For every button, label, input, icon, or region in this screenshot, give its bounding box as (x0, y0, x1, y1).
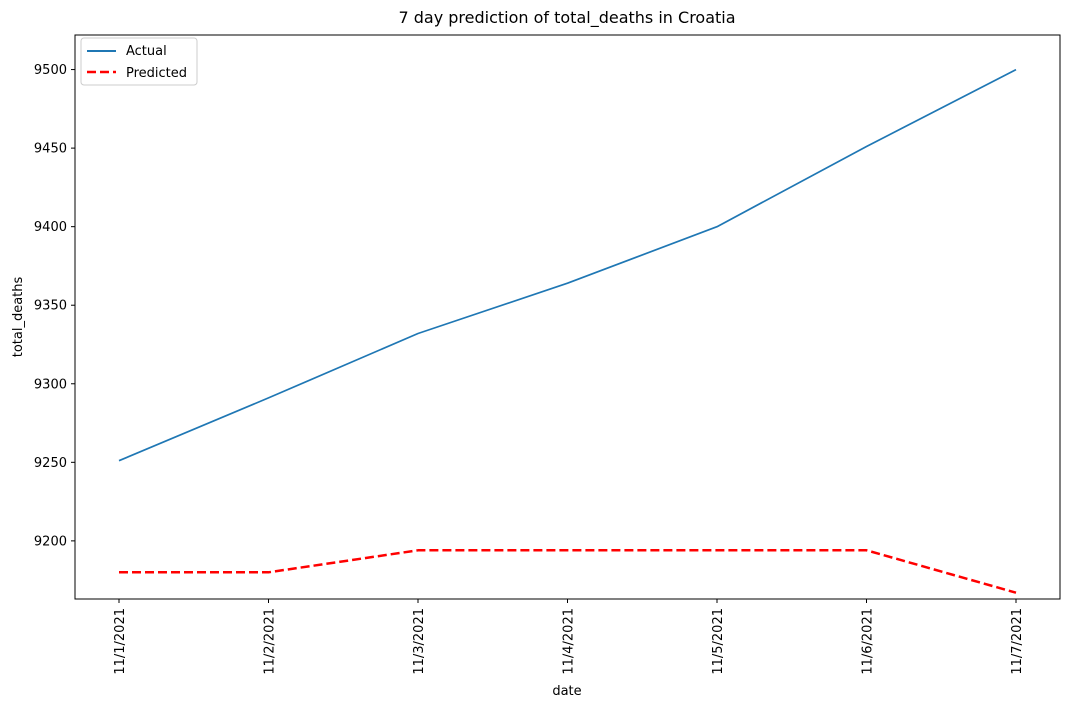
legend: Actual Predicted (80, 37, 198, 86)
y-tick-label-9400: 9400 (34, 220, 67, 235)
y-tick-label-9250: 9250 (34, 456, 67, 471)
series-line-predicted (119, 549, 1017, 594)
legend-box (80, 37, 198, 86)
y-tick-label-9500: 9500 (34, 63, 67, 78)
x-axis: 11/1/2021 11/2/2021 11/3/2021 11/4/2021 11/5… (113, 599, 1025, 675)
x-tick-label-11-5-2021: 11/5/2021 (711, 608, 726, 675)
x-axis-title: date (552, 684, 581, 699)
chart-title: 7 day prediction of total_deaths in Croa… (398, 8, 735, 28)
x-tick-label-11-3-2021: 11/3/2021 (412, 608, 427, 675)
x-tick-label-11-1-2021: 11/1/2021 (113, 608, 128, 675)
series-lines (118, 68, 1017, 594)
x-tick-label-11-7-2021: 11/7/2021 (1010, 608, 1025, 675)
x-tick-label-11-4-2021: 11/4/2021 (562, 608, 577, 675)
y-tick-label-9450: 9450 (34, 142, 67, 157)
x-tick-label-11-6-2021: 11/6/2021 (861, 608, 876, 675)
y-axis-title: total_deaths (11, 277, 26, 358)
legend-label-actual: Actual (126, 44, 167, 59)
x-tick-label-11-2-2021: 11/2/2021 (263, 608, 278, 675)
y-tick-label-9350: 9350 (34, 299, 67, 314)
y-tick-label-9200: 9200 (34, 534, 67, 549)
legend-label-predicted: Predicted (126, 66, 187, 81)
y-axis: 9200 9250 9300 9350 9400 9450 9500 (34, 63, 75, 549)
plot-frame (74, 34, 1061, 600)
series-line-actual (118, 68, 1017, 462)
y-tick-label-9300: 9300 (34, 377, 67, 392)
